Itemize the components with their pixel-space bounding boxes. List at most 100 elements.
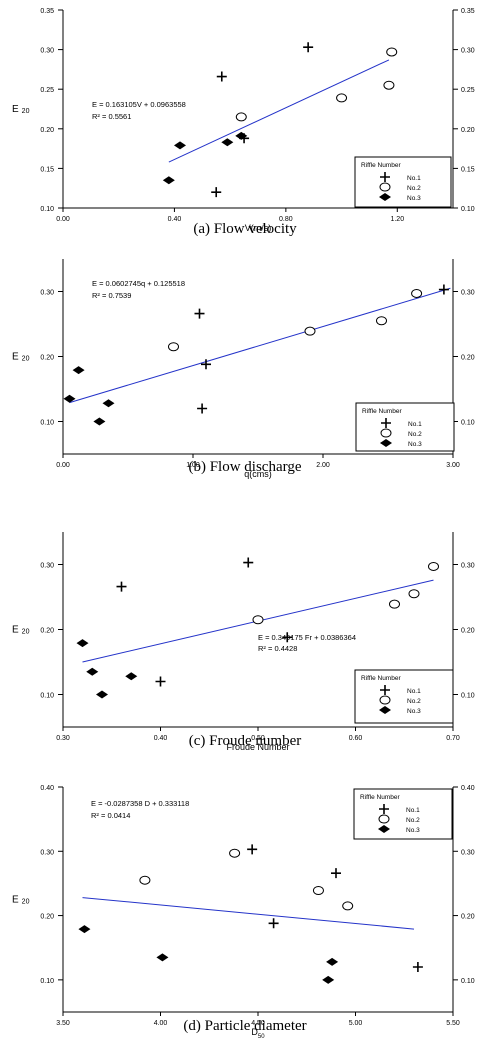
legend-marker-plus	[380, 172, 390, 182]
data-point-circle	[386, 47, 398, 57]
data-point-circle	[389, 599, 400, 609]
x-tick-label: 1.20	[390, 216, 404, 223]
x-tick-label: 3.00	[446, 462, 460, 469]
x-tick-label: 0.50	[251, 735, 265, 742]
data-point-plus	[116, 581, 127, 592]
data-point-diamond	[86, 667, 99, 676]
regression-equation: E = 0.0602745q + 0.125518	[92, 279, 185, 288]
legend-title: Riffle Number	[361, 162, 401, 169]
y-tick-label-right: 0.20	[461, 628, 475, 635]
x-tick-label: 4.50	[251, 1020, 265, 1027]
data-point-circle	[408, 589, 420, 599]
legend-entry-label: No.2	[407, 185, 421, 192]
data-point-plus	[216, 71, 227, 82]
data-point-plus	[268, 918, 279, 929]
data-point-diamond	[102, 399, 115, 408]
data-point-circle	[336, 93, 348, 103]
y-tick-label-right: 0.30	[461, 290, 475, 297]
y-tick-label-right: 0.10	[461, 206, 475, 213]
legend-entry-label: No.2	[406, 817, 420, 824]
scatter-plot: 0.10 0.10 0.15 0.15 0.20 0.20 0.25 0.25 0.30 0.30…	[12, 8, 475, 233]
legend-box	[353, 788, 453, 840]
legend-title: Riffle Number	[361, 675, 401, 682]
y-tick-label-right: 0.10	[461, 978, 475, 985]
figure-caption: (b) Flow discharge	[188, 459, 302, 475]
y-tick-label: 0.20	[40, 127, 54, 134]
data-point-diamond	[93, 417, 106, 426]
data-point-circle	[304, 326, 316, 336]
regression-line	[69, 287, 451, 404]
data-point-diamond	[221, 138, 234, 147]
legend-entry-label: No.2	[408, 431, 422, 438]
data-point-circle	[229, 848, 241, 858]
data-point-plus	[243, 557, 254, 568]
data-point-diamond	[76, 639, 89, 648]
y-tick-label-right: 0.20	[461, 127, 475, 134]
scatter-plot: 0.10 0.10 0.20 0.20 0.30 0.30 0.00 1.00 2.00 3.00…	[12, 259, 475, 479]
data-point-plus	[194, 308, 205, 319]
data-point-plus	[331, 868, 341, 879]
x-tick-label: 0.00	[56, 216, 70, 223]
axes-frame	[62, 10, 454, 209]
y-tick-label: 0.30	[40, 290, 54, 297]
legend-marker-plus	[381, 418, 391, 428]
y-axis-label: E 20	[12, 625, 30, 636]
chart-panel: 0.10 0.10 0.20 0.20 0.30 0.30 0.40 0.40 3.50 4.00…	[0, 765, 490, 1044]
chart-panel: 0.10 0.10 0.15 0.15 0.20 0.20 0.25 0.25 0.30 0.30…	[0, 0, 490, 255]
data-point-circle	[411, 288, 423, 298]
scatter-plot: 0.10 0.10 0.20 0.20 0.30 0.30 0.30 0.40 0.50 0.60…	[12, 532, 475, 752]
legend-title: Riffle Number	[360, 794, 400, 801]
data-point-diamond	[72, 366, 85, 375]
x-tick-label: 0.00	[56, 462, 70, 469]
data-point-diamond	[326, 957, 339, 966]
legend-marker-diamond	[379, 706, 391, 714]
y-tick-label: 0.10	[40, 420, 54, 427]
data-point-plus	[412, 962, 423, 972]
x-tick-label: 3.50	[56, 1020, 70, 1027]
y-tick-label: 0.35	[40, 8, 54, 15]
legend-entry-label: No.1	[407, 688, 421, 695]
x-tick-label: 0.40	[154, 735, 168, 742]
data-point-circle	[312, 886, 324, 895]
regression-equation: E = 0.349175 Fr + 0.0386364	[258, 633, 356, 642]
legend-entry-label: No.1	[407, 175, 421, 182]
y-tick-label: 0.30	[40, 48, 54, 55]
x-tick-label: 0.70	[446, 735, 460, 742]
y-tick-label-right: 0.40	[461, 785, 475, 792]
data-point-circle	[235, 112, 247, 122]
data-point-circle	[383, 80, 395, 90]
legend-marker-plus	[380, 685, 390, 695]
x-tick-label: 0.30	[56, 735, 70, 742]
y-tick-label-right: 0.30	[461, 849, 475, 856]
scatter-plot: 0.10 0.10 0.20 0.20 0.30 0.30 0.40 0.40 3.50 4.00…	[12, 785, 475, 1040]
legend-marker-circle	[379, 695, 391, 705]
y-tick-label-right: 0.30	[461, 563, 475, 570]
chart-panel: 0.10 0.10 0.20 0.20 0.30 0.30 0.00 1.00 2.00 3.00…	[0, 255, 490, 510]
y-tick-label-right: 0.10	[461, 693, 475, 700]
data-point-diamond	[78, 925, 91, 934]
y-tick-label: 0.30	[40, 849, 54, 856]
x-tick-label: 1.00	[186, 462, 200, 469]
y-axis-label: E 20	[12, 352, 30, 363]
legend-entry-label: No.3	[406, 827, 420, 834]
data-point-plus	[303, 42, 314, 53]
legend-entry-label: No.3	[407, 708, 421, 715]
regression-line	[82, 897, 415, 930]
figure-caption: (a) Flow velocity	[193, 221, 297, 237]
y-tick-label-right: 0.25	[461, 87, 475, 94]
data-point-circle	[168, 342, 179, 352]
legend-marker-circle	[380, 428, 392, 438]
x-tick-label: 5.50	[446, 1020, 460, 1027]
data-point-diamond	[322, 975, 335, 984]
data-point-diamond	[235, 131, 248, 140]
regression-line	[168, 59, 390, 163]
legend-entry-label: No.2	[407, 698, 421, 705]
x-tick-label: 2.00	[316, 462, 330, 469]
legend-entry-label: No.3	[407, 195, 421, 202]
y-axis-label: E 20	[12, 895, 30, 906]
y-tick-label: 0.20	[40, 914, 54, 921]
y-tick-label-right: 0.30	[461, 48, 475, 55]
data-point-diamond	[125, 672, 138, 681]
regression-equation: E = 0.163105V + 0.0963558	[92, 100, 186, 109]
data-point-plus	[155, 676, 166, 687]
